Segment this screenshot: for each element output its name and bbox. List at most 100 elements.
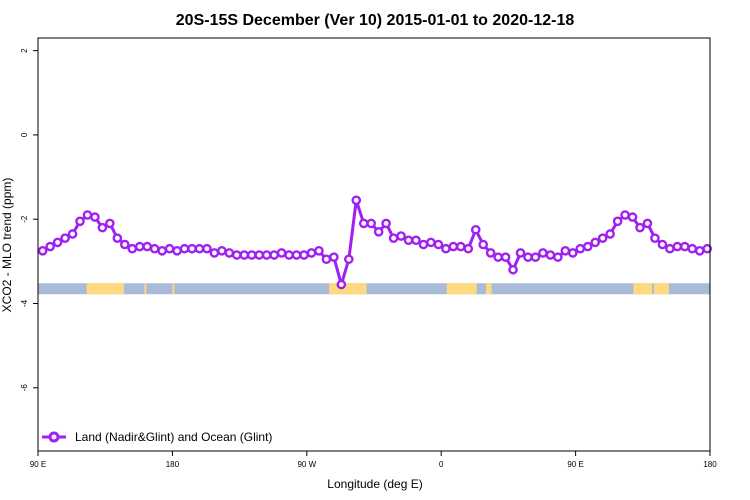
data-point bbox=[142, 241, 152, 252]
data-point bbox=[329, 252, 339, 262]
data-point bbox=[209, 248, 220, 258]
x-tick-label: 90 E bbox=[567, 460, 583, 469]
data-point bbox=[37, 246, 48, 256]
data-point bbox=[523, 252, 533, 262]
data-point bbox=[426, 237, 436, 248]
x-tick-label: 90 W bbox=[297, 460, 316, 469]
data-point bbox=[67, 229, 78, 239]
data-point bbox=[381, 218, 391, 229]
data-point bbox=[157, 246, 167, 256]
data-point bbox=[224, 248, 235, 258]
data-point bbox=[448, 241, 459, 252]
data-point bbox=[620, 210, 630, 220]
legend-marker-swatch bbox=[48, 431, 60, 443]
data-point bbox=[545, 250, 556, 260]
data-point bbox=[254, 250, 265, 260]
data-point bbox=[650, 233, 660, 243]
data-point bbox=[530, 252, 541, 262]
land-band-segment bbox=[654, 283, 669, 295]
land-band-segment bbox=[633, 283, 653, 295]
x-tick-label: 180 bbox=[166, 460, 180, 469]
data-point bbox=[82, 210, 93, 220]
data-point bbox=[455, 241, 466, 252]
data-point bbox=[52, 237, 63, 248]
data-point bbox=[276, 248, 287, 258]
series-polyline bbox=[41, 198, 708, 287]
data-point bbox=[269, 250, 279, 260]
data-point bbox=[538, 248, 548, 258]
data-point bbox=[657, 239, 668, 250]
chart-title: 20S-15S December (Ver 10) 2015-01-01 to … bbox=[176, 12, 575, 29]
data-point bbox=[403, 235, 414, 246]
x-tick-label: 90 E bbox=[30, 460, 46, 469]
land-band-segment bbox=[486, 283, 492, 295]
data-point bbox=[358, 218, 369, 229]
data-point bbox=[105, 218, 115, 229]
data-point bbox=[441, 243, 451, 254]
data-point bbox=[433, 239, 444, 250]
data-point bbox=[418, 239, 429, 250]
data-point bbox=[612, 216, 623, 227]
data-point bbox=[261, 250, 272, 260]
data-point bbox=[605, 229, 615, 239]
data-point bbox=[172, 246, 182, 256]
data-point bbox=[97, 222, 108, 233]
land-band-segment bbox=[329, 283, 367, 295]
data-point bbox=[508, 264, 518, 275]
data-point bbox=[553, 252, 563, 262]
data-point bbox=[702, 243, 713, 254]
data-point bbox=[351, 195, 362, 206]
data-point bbox=[470, 224, 481, 235]
y-tick-label: -2 bbox=[20, 215, 29, 223]
x-tick-label: 0 bbox=[439, 460, 444, 469]
data-point bbox=[485, 248, 496, 258]
data-point bbox=[575, 243, 586, 254]
data-point bbox=[373, 227, 384, 237]
data-point bbox=[112, 233, 123, 243]
data-point bbox=[694, 246, 705, 256]
data-point bbox=[90, 212, 100, 222]
land-band-segment bbox=[86, 283, 124, 295]
data-point bbox=[187, 243, 197, 254]
data-point bbox=[202, 243, 212, 254]
data-point bbox=[627, 212, 638, 222]
data-point bbox=[75, 216, 85, 227]
data-point bbox=[127, 243, 138, 254]
data-point bbox=[560, 246, 571, 256]
data-point bbox=[493, 252, 503, 262]
x-axis: 90 E 180 90 W 0 90 E 180 bbox=[30, 451, 717, 469]
legend-label: Land (Nadir&Glint) and Ocean (Glint) bbox=[75, 430, 272, 444]
data-point bbox=[597, 233, 608, 243]
data-point bbox=[687, 243, 698, 254]
y-tick-label: 2 bbox=[20, 48, 29, 53]
data-point bbox=[314, 246, 324, 256]
data-point bbox=[246, 250, 257, 260]
data-point bbox=[500, 252, 511, 262]
y-tick-label: -4 bbox=[20, 299, 29, 307]
data-point bbox=[388, 233, 399, 243]
legend: Land (Nadir&Glint) and Ocean (Glint) bbox=[42, 430, 272, 444]
y-axis-title: XCO2 - MLO trend (ppm) bbox=[0, 178, 14, 313]
data-point bbox=[217, 246, 227, 256]
data-point bbox=[396, 231, 406, 241]
data-point bbox=[642, 218, 653, 229]
data-point bbox=[635, 222, 645, 233]
data-point bbox=[568, 248, 578, 258]
data-point bbox=[665, 243, 675, 254]
data-point bbox=[590, 237, 601, 248]
series-points bbox=[37, 195, 713, 290]
land-band-segment bbox=[172, 283, 175, 295]
land-band-segment bbox=[144, 283, 147, 295]
y-axis: 2 0 -2 -4 -6 bbox=[20, 48, 38, 391]
data-point bbox=[366, 218, 377, 229]
data-point bbox=[680, 241, 690, 252]
data-point bbox=[515, 248, 526, 258]
data-point bbox=[231, 250, 242, 260]
series-line bbox=[41, 198, 708, 287]
data-point bbox=[306, 248, 317, 258]
data-point bbox=[120, 239, 130, 250]
data-point bbox=[321, 254, 332, 265]
data-point bbox=[336, 279, 347, 290]
data-point bbox=[164, 243, 175, 254]
